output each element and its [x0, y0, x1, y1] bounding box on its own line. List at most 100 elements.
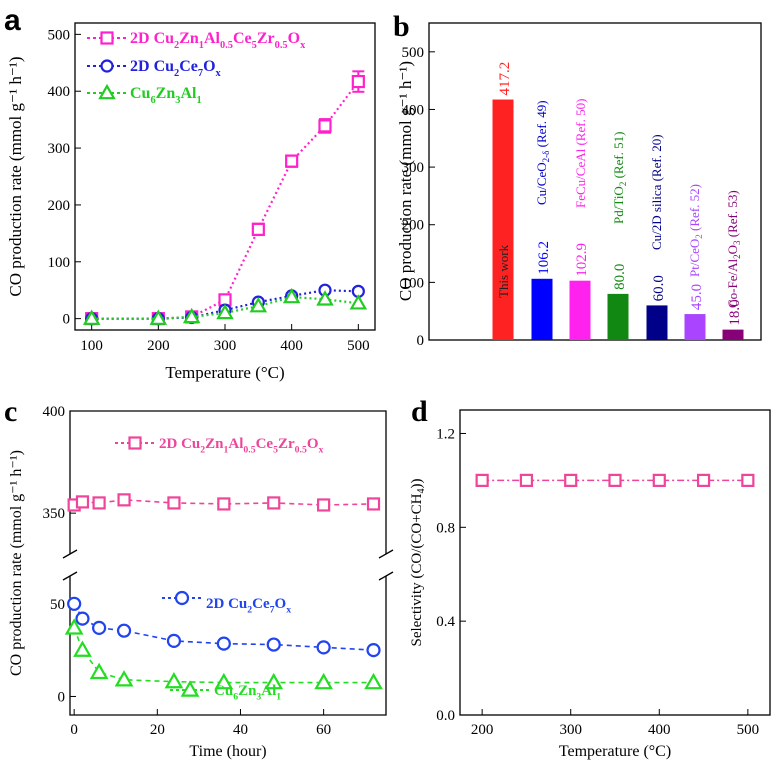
data-point: [117, 493, 131, 507]
y-tick-label: 300: [48, 141, 71, 157]
panel-c: c 0 20 40 60 350 400 0 50 Time (hour) CO productio…: [4, 395, 394, 760]
data-point: [182, 307, 201, 324]
series-2: [64, 618, 383, 690]
y-tick-label: 0: [58, 689, 66, 705]
data-point: [564, 473, 578, 487]
legend-label: Cu6Zn3Al1: [130, 85, 202, 106]
y-axis-title: CO production rate (mmol g⁻¹ h⁻¹): [8, 450, 25, 676]
legend-sample-marker: [98, 83, 116, 100]
axis-break-mark: [62, 549, 78, 559]
data-point: [741, 473, 755, 487]
bar: [646, 305, 668, 340]
panel-a: a 100 200 300 400 500 0 100 200 300 400 500 Temperat…: [4, 4, 376, 382]
data-point: [166, 633, 182, 648]
x-tick-label: 400: [648, 722, 671, 738]
data-point: [282, 287, 301, 304]
bar: [531, 278, 553, 340]
data-point: [82, 309, 101, 325]
data-point: [316, 640, 331, 655]
data-point: [64, 618, 84, 635]
data-point: [67, 596, 82, 611]
data-point: [652, 473, 666, 487]
data-point: [316, 290, 334, 306]
x-tick-label: 100: [80, 338, 103, 354]
bar-value-label: 106.2: [536, 241, 552, 275]
legend-label: 2D Cu2Ce7Ox: [130, 58, 222, 79]
axis-break-mark: [378, 549, 394, 559]
bar-group: 80.0: [607, 264, 629, 340]
legend-sample-marker: [180, 680, 200, 697]
bar-group: 102.9: [569, 243, 591, 340]
data-point: [351, 74, 365, 89]
data-point: [608, 473, 622, 487]
legend-sample-marker: [100, 59, 114, 73]
data-point: [149, 309, 168, 325]
panel-letter: a: [4, 4, 21, 37]
data-point: [285, 154, 299, 168]
data-point: [264, 672, 284, 690]
data-point: [366, 643, 381, 658]
category-label: Cu/2D silica (Ref. 20): [649, 134, 664, 250]
y-tick-label: 300: [402, 160, 425, 176]
y-axis-title: Selectivity (CO/(CO+CH4)): [409, 478, 427, 646]
legend: 2D Cu2Zn1Al0.5Ce5Zr0.5Ox 2D Cu2Ce7Ox Cu6Zn…: [87, 30, 306, 106]
data-point: [92, 620, 107, 635]
data-point: [696, 473, 711, 487]
panel-d: d 200 300 400 500 0.0 0.4 0.8 1.2 Temperature (°C…: [409, 395, 771, 760]
x-tick-label: 20: [150, 722, 165, 738]
series-1: [67, 596, 381, 658]
data-point: [116, 623, 132, 638]
x-tick-label: 200: [147, 338, 170, 354]
data-point: [92, 496, 106, 510]
data-point: [314, 672, 334, 690]
data-point: [214, 672, 234, 690]
panel-letter: b: [393, 10, 410, 43]
bar-group: 60.0: [646, 275, 668, 340]
plot-frame-lower: [69, 576, 387, 716]
bar-value-label: 18.0: [727, 299, 743, 325]
data-point: [216, 303, 234, 320]
bar-value-label: 417.2: [497, 62, 513, 96]
axis-break-mark: [62, 571, 78, 581]
bar-group: 106.2: [531, 241, 553, 340]
data-point: [167, 496, 181, 510]
data-point: [217, 497, 231, 511]
x-tick-label: 500: [737, 722, 760, 738]
panel-letter: d: [411, 395, 428, 428]
legend-sample-marker: [174, 590, 190, 606]
x-tick-label: 40: [233, 722, 248, 738]
x-axis-title: Temperature (°C): [165, 363, 284, 382]
bar: [607, 293, 629, 340]
x-axis-title: Time (hour): [189, 743, 266, 760]
legend: 2D Cu2Zn1Al0.5Ce5Zr0.5Ox 2D Cu2Ce7Ox Cu6Zn…: [115, 436, 323, 703]
plot-frame: [74, 22, 376, 331]
data-point: [89, 662, 109, 680]
y-tick-label: 50: [50, 597, 65, 613]
x-tick-label: 200: [471, 722, 494, 738]
series-line: [91, 80, 360, 320]
data-point: [114, 670, 134, 687]
data-point: [249, 297, 268, 313]
plot-frame: [459, 409, 771, 716]
y-tick-label: 350: [43, 506, 66, 522]
data-point: [73, 640, 92, 657]
y-tick-label: 1.2: [436, 426, 455, 442]
y-tick-label: 500: [402, 45, 425, 61]
category-label: This work: [496, 244, 511, 298]
panel-letter: c: [4, 395, 17, 428]
bar: [722, 329, 744, 340]
data-point: [75, 495, 90, 509]
data-point: [318, 119, 332, 133]
y-tick-label: 500: [48, 27, 71, 43]
bar-group: 45.0: [684, 284, 706, 340]
legend-sample-marker: [100, 31, 114, 45]
series-line: [91, 295, 359, 320]
data-point: [164, 671, 184, 689]
x-tick-label: 0: [70, 722, 78, 738]
data-point: [251, 222, 265, 236]
x-tick-label: 300: [214, 338, 237, 354]
series-0: [475, 473, 755, 487]
category-label: Pd/TiO2 (Ref. 51): [611, 131, 628, 224]
data-point: [216, 636, 231, 651]
